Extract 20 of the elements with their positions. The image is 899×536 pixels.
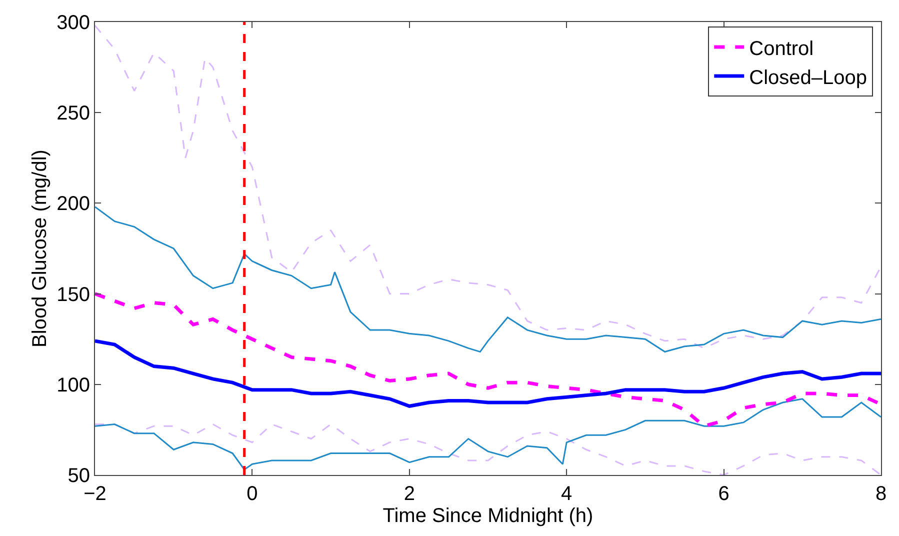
line-series — [95, 398, 881, 470]
line-series — [95, 339, 881, 408]
legend-label: Control — [749, 38, 814, 60]
y-tick-label: 150 — [56, 284, 90, 306]
y-tick-label: 100 — [56, 374, 90, 396]
x-tick-label: 8 — [875, 483, 887, 505]
y-axis-title: Blood Glucose (mg/dl) — [29, 150, 52, 348]
y-tick-label: 300 — [56, 12, 90, 34]
legend-label: Closed–Loop — [749, 66, 868, 89]
line-series — [95, 292, 881, 428]
x-axis-title: Time Since Midnight (h) — [382, 505, 594, 527]
line-series — [95, 206, 881, 353]
x-tick-label: 2 — [404, 483, 415, 505]
y-tick-label: 250 — [56, 102, 90, 125]
x-tick-label: 0 — [246, 483, 258, 505]
line-series — [95, 24, 881, 349]
x-tick-label: 4 — [561, 483, 572, 505]
x-tick-label: 6 — [718, 483, 730, 505]
line-series — [95, 424, 881, 475]
y-tick-label: 200 — [56, 193, 90, 216]
